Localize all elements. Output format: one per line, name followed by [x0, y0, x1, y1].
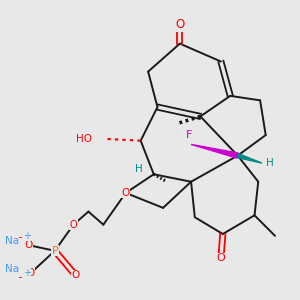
- Text: P: P: [51, 246, 58, 256]
- Polygon shape: [237, 154, 262, 163]
- Text: H: H: [266, 158, 273, 168]
- Text: H: H: [135, 164, 143, 174]
- Text: Na: Na: [5, 236, 19, 246]
- Text: F: F: [186, 130, 192, 140]
- Text: −: −: [16, 233, 25, 244]
- Text: −: −: [18, 273, 26, 283]
- Text: Na: Na: [5, 264, 19, 274]
- Text: O: O: [25, 240, 33, 250]
- Text: +: +: [23, 231, 31, 241]
- Text: O: O: [70, 220, 77, 230]
- Text: O: O: [122, 188, 130, 198]
- Polygon shape: [191, 144, 238, 158]
- Text: O: O: [217, 253, 225, 263]
- Text: O: O: [26, 268, 35, 278]
- Text: +: +: [23, 268, 31, 278]
- Text: O: O: [71, 270, 80, 280]
- Text: HO: HO: [76, 134, 92, 144]
- Text: O: O: [175, 19, 184, 32]
